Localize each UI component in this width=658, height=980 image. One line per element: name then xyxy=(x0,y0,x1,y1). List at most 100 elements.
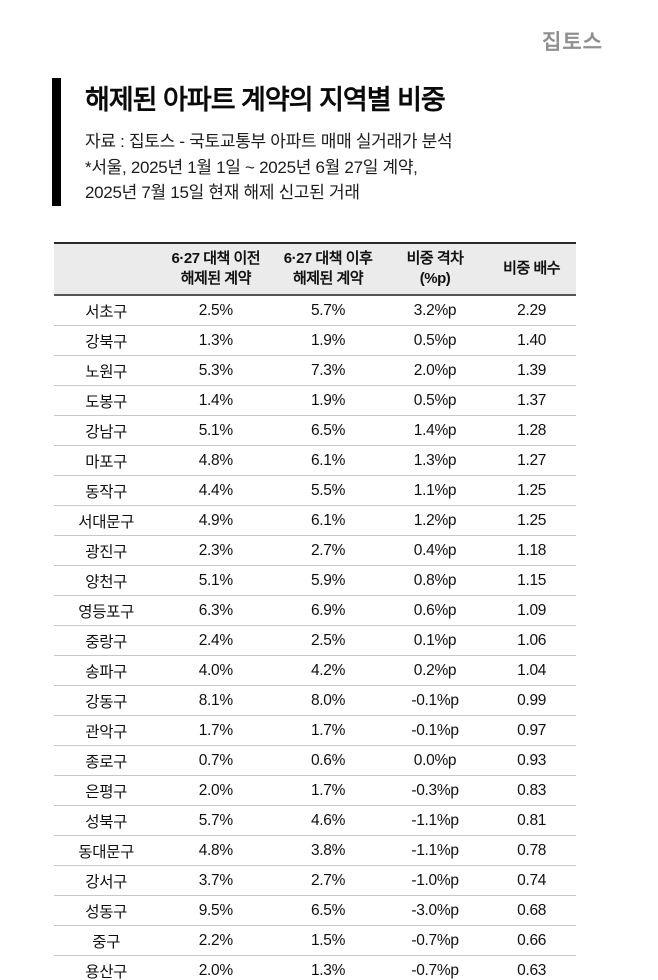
cell-value: 0.66 xyxy=(487,925,576,956)
cell-value: 1.40 xyxy=(487,325,576,356)
region-name: 영등포구 xyxy=(54,595,159,626)
column-header: 비중 격차 (%p) xyxy=(382,241,488,296)
header-row: 6·27 대책 이전 해제된 계약 6·27 대책 이후 해제된 계약 비중 격차 … xyxy=(54,241,576,296)
cell-value: 2.7% xyxy=(273,865,383,896)
table-row: 서대문구 4.9% 6.1% 1.2%p 1.25 xyxy=(54,505,576,536)
cell-value: 5.1% xyxy=(158,565,274,596)
cell-value: 1.9% xyxy=(273,385,383,416)
cell-value: 4.4% xyxy=(158,475,274,506)
region-name: 송파구 xyxy=(54,655,159,686)
cell-value: 1.37 xyxy=(487,385,576,416)
column-header: 6·27 대책 이후 해제된 계약 xyxy=(273,241,383,296)
cell-value: 1.18 xyxy=(487,535,576,566)
cell-value: 6.1% xyxy=(273,505,383,536)
cell-value: 0.99 xyxy=(487,685,576,716)
cell-value: 1.3%p xyxy=(382,445,488,476)
cell-value: 1.7% xyxy=(158,715,274,746)
cell-value: 7.3% xyxy=(273,355,383,386)
cell-value: 4.2% xyxy=(273,655,383,686)
cell-value: 2.5% xyxy=(158,295,274,326)
region-name: 동대문구 xyxy=(54,835,159,866)
cell-value: 1.3% xyxy=(158,325,274,356)
cell-value: -0.1%p xyxy=(382,685,488,716)
cell-value: 0.6%p xyxy=(382,595,488,626)
cell-value: 5.9% xyxy=(273,565,383,596)
table-row: 성동구 9.5% 6.5% -3.0%p 0.68 xyxy=(54,895,576,926)
cell-value: 2.3% xyxy=(158,535,274,566)
cell-value: -3.0%p xyxy=(382,895,488,926)
cell-value: 6.9% xyxy=(273,595,383,626)
cell-value: 1.39 xyxy=(487,355,576,386)
table-row: 강남구 5.1% 6.5% 1.4%p 1.28 xyxy=(54,415,576,446)
cell-value: -0.1%p xyxy=(382,715,488,746)
region-name: 마포구 xyxy=(54,445,159,476)
cell-value: 0.0%p xyxy=(382,745,488,776)
cell-value: 1.09 xyxy=(487,595,576,626)
page-title: 해제된 아파트 계약의 지역별 비중 xyxy=(85,85,446,115)
region-name: 성북구 xyxy=(54,805,159,836)
cell-value: 1.3% xyxy=(273,955,383,980)
cell-value: 2.5% xyxy=(273,625,383,656)
column-header: 비중 배수 xyxy=(487,241,576,296)
cell-value: 3.2%p xyxy=(382,295,488,326)
cell-value: 4.9% xyxy=(158,505,274,536)
region-name: 종로구 xyxy=(54,745,159,776)
cell-value: 1.4%p xyxy=(382,415,488,446)
cell-value: 6.1% xyxy=(273,445,383,476)
table-row: 강서구 3.7% 2.7% -1.0%p 0.74 xyxy=(54,865,576,896)
cell-value: 4.6% xyxy=(273,805,383,836)
region-name: 관악구 xyxy=(54,715,159,746)
cell-value: -0.3%p xyxy=(382,775,488,806)
cell-value: 0.1%p xyxy=(382,625,488,656)
region-name: 도봉구 xyxy=(54,385,159,416)
cell-value: 5.3% xyxy=(158,355,274,386)
table-row: 영등포구 6.3% 6.9% 0.6%p 1.09 xyxy=(54,595,576,626)
table-row: 중랑구 2.4% 2.5% 0.1%p 1.06 xyxy=(54,625,576,656)
cell-value: 3.7% xyxy=(158,865,274,896)
region-name: 중랑구 xyxy=(54,625,159,656)
cell-value: -1.0%p xyxy=(382,865,488,896)
cell-value: -0.7%p xyxy=(382,925,488,956)
cell-value: 0.5%p xyxy=(382,325,488,356)
cell-value: 1.4% xyxy=(158,385,274,416)
region-name: 성동구 xyxy=(54,895,159,926)
region-name: 서대문구 xyxy=(54,505,159,536)
table-row: 은평구 2.0% 1.7% -0.3%p 0.83 xyxy=(54,775,576,806)
table-row: 동대문구 4.8% 3.8% -1.1%p 0.78 xyxy=(54,835,576,866)
cell-value: 1.04 xyxy=(487,655,576,686)
region-name: 강남구 xyxy=(54,415,159,446)
cell-value: 5.5% xyxy=(273,475,383,506)
cell-value: 0.81 xyxy=(487,805,576,836)
region-name: 중구 xyxy=(54,925,159,956)
cell-value: 5.1% xyxy=(158,415,274,446)
region-name: 은평구 xyxy=(54,775,159,806)
cell-value: 4.0% xyxy=(158,655,274,686)
cell-value: 1.06 xyxy=(487,625,576,656)
cell-value: 6.5% xyxy=(273,415,383,446)
cell-value: 2.4% xyxy=(158,625,274,656)
cell-value: 8.1% xyxy=(158,685,274,716)
cell-value: 1.2%p xyxy=(382,505,488,536)
cell-value: 0.2%p xyxy=(382,655,488,686)
table-row: 관악구 1.7% 1.7% -0.1%p 0.97 xyxy=(54,715,576,746)
cell-value: -0.7%p xyxy=(382,955,488,980)
cell-value: 0.63 xyxy=(487,955,576,980)
cell-value: 0.83 xyxy=(487,775,576,806)
table-row: 도봉구 1.4% 1.9% 0.5%p 1.37 xyxy=(54,385,576,416)
cell-value: 1.7% xyxy=(273,775,383,806)
cell-value: 4.8% xyxy=(158,445,274,476)
cell-value: -1.1%p xyxy=(382,835,488,866)
cell-value: 4.8% xyxy=(158,835,274,866)
region-name: 동작구 xyxy=(54,475,159,506)
cell-value: 6.3% xyxy=(158,595,274,626)
cell-value: 2.0% xyxy=(158,955,274,980)
ziptoss-logo: 집토스 xyxy=(542,31,603,54)
region-table: 6·27 대책 이전 해제된 계약 6·27 대책 이후 해제된 계약 비중 격차 … xyxy=(54,241,576,980)
table-row: 종로구 0.7% 0.6% 0.0%p 0.93 xyxy=(54,745,576,776)
column-header: 6·27 대책 이전 해제된 계약 xyxy=(158,241,274,296)
table-row: 마포구 4.8% 6.1% 1.3%p 1.27 xyxy=(54,445,576,476)
cell-value: 2.2% xyxy=(158,925,274,956)
table-row: 강북구 1.3% 1.9% 0.5%p 1.40 xyxy=(54,325,576,356)
region-name: 양천구 xyxy=(54,565,159,596)
